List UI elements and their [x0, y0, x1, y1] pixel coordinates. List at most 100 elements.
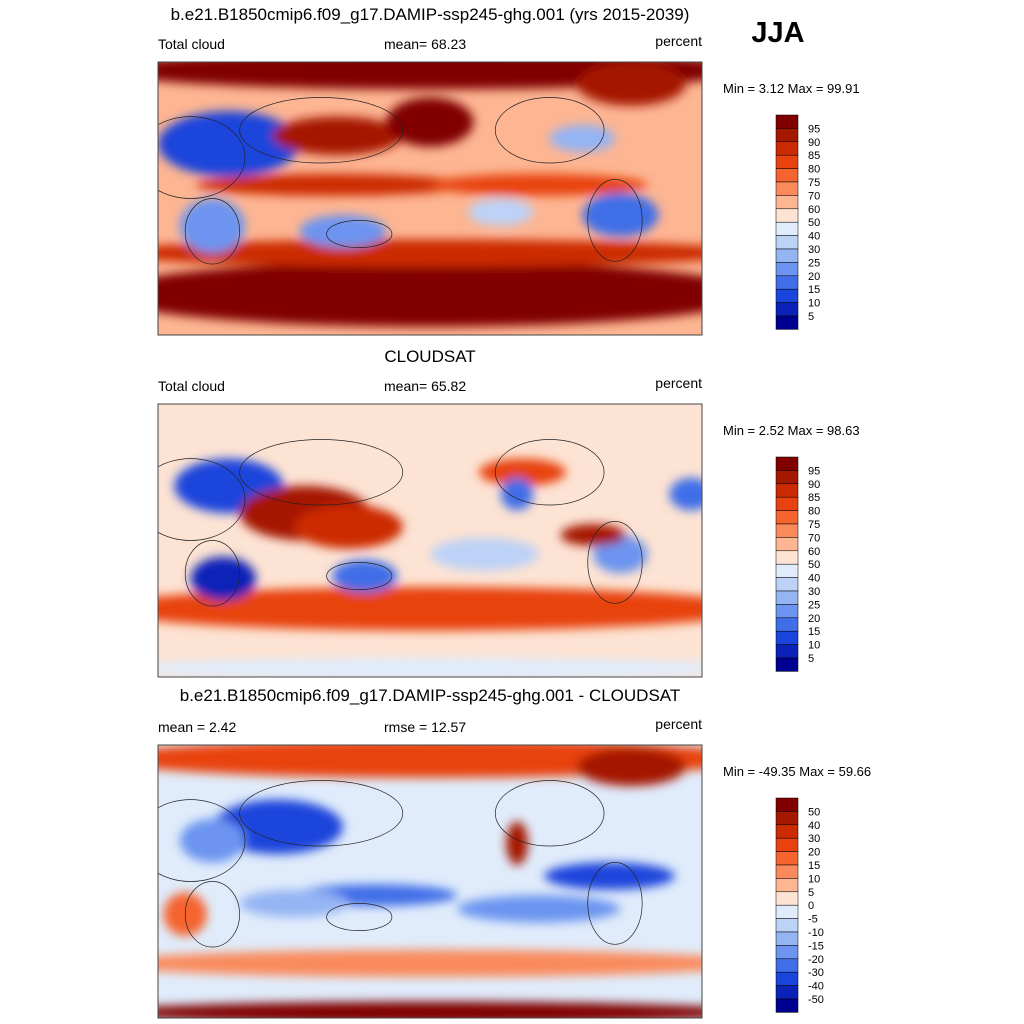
colorbar-label: 95: [808, 123, 820, 135]
field-blob: [506, 821, 528, 866]
colorbar-label: 30: [808, 833, 820, 845]
field-blob: [190, 556, 256, 601]
colorbar-label: 25: [808, 257, 820, 269]
colorbar-label: 80: [808, 164, 820, 176]
colorbar-box: [775, 971, 799, 986]
colorbar-box: [775, 141, 799, 156]
colorbar-label: 90: [808, 137, 820, 149]
continent-outline: [184, 540, 240, 607]
colorbar-box: [775, 945, 799, 960]
colorbar-box: [775, 918, 799, 933]
continent-outline: [239, 439, 404, 506]
field-blob: [544, 862, 675, 890]
colorbar-box: [775, 195, 799, 210]
colorbar-box: [775, 235, 799, 250]
colorbar-label: 5: [808, 887, 814, 899]
field-blob: [158, 949, 702, 978]
colorbar-box: [775, 523, 799, 538]
colorbar-box: [775, 797, 799, 812]
colorbar-box: [775, 864, 799, 879]
colorbar-box: [775, 456, 799, 471]
colorbar-label: 40: [808, 573, 820, 585]
field-blob: [294, 505, 403, 549]
colorbar-label: -50: [808, 994, 824, 1006]
colorbar-label: -5: [808, 914, 818, 926]
map-blobs: [158, 62, 702, 327]
panel-title: CLOUDSAT: [384, 347, 475, 366]
colorbar-box: [775, 510, 799, 525]
field-blob: [582, 193, 659, 237]
colorbar-label: 75: [808, 177, 820, 189]
colorbar-label: 40: [808, 820, 820, 832]
colorbar-box: [775, 275, 799, 290]
field-blob: [386, 97, 474, 147]
panel-units: percent: [655, 375, 702, 391]
field-blob: [430, 173, 648, 196]
field-blob: [576, 62, 686, 106]
colorbar-box: [775, 563, 799, 578]
colorbar-box: [775, 657, 799, 672]
colorbar-label: -15: [808, 940, 824, 952]
colorbar-label: -30: [808, 967, 824, 979]
colorbar-box: [775, 221, 799, 236]
map-frame: [157, 744, 703, 1019]
continent-outline: [158, 458, 246, 541]
colorbar-label: 50: [808, 559, 820, 571]
continent-outline: [239, 780, 404, 847]
colorbar-label: 85: [808, 150, 820, 162]
colorbar-box: [775, 248, 799, 263]
continent-outline: [326, 902, 393, 931]
field-blob: [158, 62, 702, 90]
field-blob: [549, 124, 615, 153]
panel-center-label: rmse = 12.57: [384, 719, 466, 735]
colorbar-box: [775, 302, 799, 317]
colorbar-label: 70: [808, 190, 820, 202]
field-blob: [478, 458, 566, 486]
colorbar-label: 15: [808, 626, 820, 638]
colorbar-box: [775, 630, 799, 645]
colorbar-box: [775, 958, 799, 973]
map-field: [158, 62, 702, 335]
continent-outline: [184, 198, 240, 265]
field-blob: [560, 524, 626, 546]
colorbar-label: 95: [808, 465, 820, 477]
colorbar-label: 15: [808, 284, 820, 296]
field-blob: [196, 173, 469, 196]
colorbar-label: 20: [808, 847, 820, 859]
colorbar-box: [775, 604, 799, 619]
field-blob: [179, 818, 246, 863]
colorbar-label: 30: [808, 586, 820, 598]
colorbar-label: 75: [808, 519, 820, 531]
colorbar-label: 20: [808, 613, 820, 625]
continent-outline: [587, 179, 643, 262]
colorbar-box: [775, 288, 799, 303]
colorbar-label: -20: [808, 954, 824, 966]
field-blob: [669, 477, 702, 511]
colorbar-label: 5: [808, 311, 814, 323]
colorbar-label: 30: [808, 244, 820, 256]
continent-outline: [494, 97, 605, 164]
field-blob: [430, 537, 539, 571]
panel-stats: Min = -49.35 Max = 59.66: [723, 764, 871, 779]
panel-left-label: Total cloud: [158, 378, 225, 394]
colorbar-label: 10: [808, 298, 820, 310]
colorbar-label: 50: [808, 806, 820, 818]
field-blob: [332, 559, 398, 593]
colorbar-label: -40: [808, 981, 824, 993]
colorbar-label: 20: [808, 271, 820, 283]
map-frame: [157, 403, 703, 678]
colorbar-box: [775, 878, 799, 893]
colorbar-label: 25: [808, 599, 820, 611]
field-blob: [158, 111, 300, 177]
colorbar-label: 10: [808, 873, 820, 885]
colorbar-label: 60: [808, 546, 820, 558]
colorbar-box: [775, 315, 799, 330]
colorbar-box: [775, 904, 799, 919]
colorbar-label: 40: [808, 231, 820, 243]
field-blob: [158, 657, 702, 677]
colorbar-label: 85: [808, 492, 820, 504]
colorbar-box: [775, 998, 799, 1013]
panel-center-label: mean= 68.23: [384, 36, 466, 52]
colorbar-box: [775, 931, 799, 946]
field-blob: [179, 198, 246, 254]
